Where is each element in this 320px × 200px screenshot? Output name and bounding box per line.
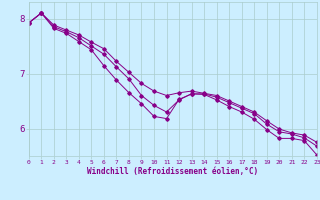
X-axis label: Windchill (Refroidissement éolien,°C): Windchill (Refroidissement éolien,°C): [87, 167, 258, 176]
